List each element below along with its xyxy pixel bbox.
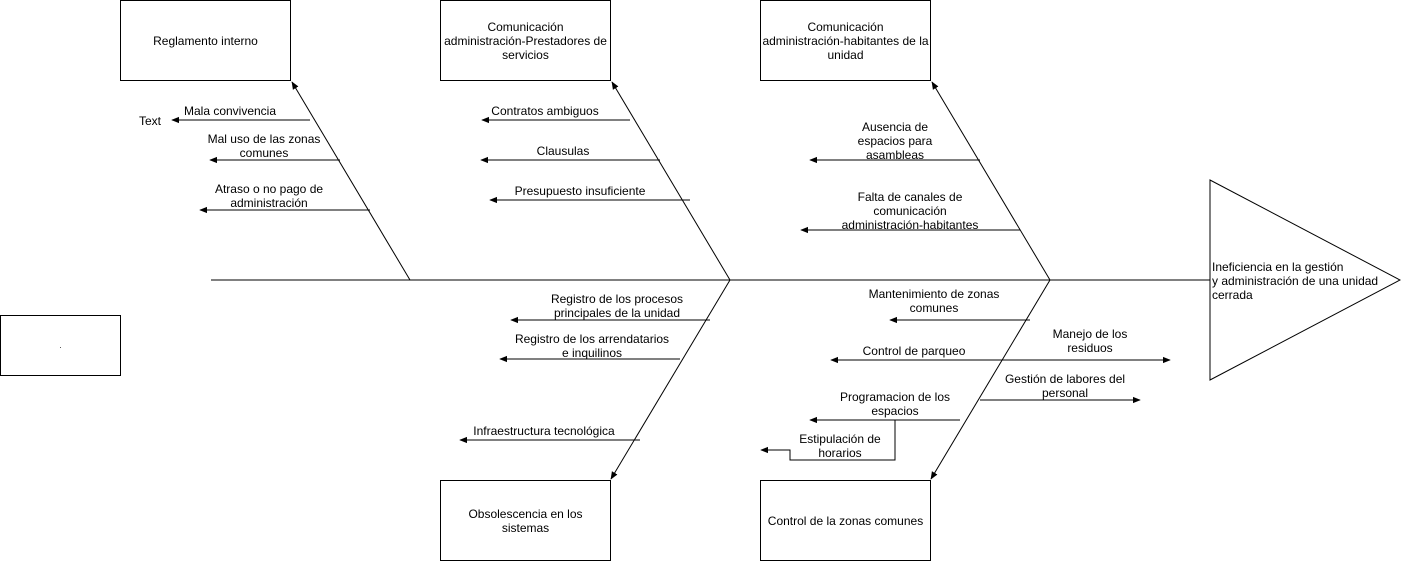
cause-falta-canales: Falta de canales de comunicación adminis… xyxy=(841,190,979,232)
category-box-zonas[interactable]: Control de la zonas comunes xyxy=(760,480,931,561)
category-label-obsolescencia: Obsolescencia en los sistemas xyxy=(468,506,583,535)
cause-infraestructura: Infraestructura tecnológica xyxy=(473,424,615,438)
category-label-zonas: Control de la zonas comunes xyxy=(767,513,924,528)
category-box-habitantes[interactable]: Comunicación administración-habitantes d… xyxy=(760,0,931,81)
cause-labores: Gestión de labores del personal xyxy=(1004,372,1126,400)
arrow-horarios xyxy=(760,420,896,461)
cause-programacion: Programacion de los espacios xyxy=(839,390,951,418)
cause-mantenimiento: Mantenimiento de zonas comunes xyxy=(868,287,1000,315)
cause-mala-convivencia: Mala convivencia xyxy=(183,104,277,118)
category-label-habitantes: Comunicación administración-habitantes d… xyxy=(762,19,929,62)
cause-presupuesto: Presupuesto insuficiente xyxy=(514,184,646,198)
bone-prestadores xyxy=(611,81,731,281)
bone-habitantes xyxy=(931,81,1051,281)
category-label-prestadores: Comunicación administración-Prestadores … xyxy=(444,19,607,62)
cause-residuos: Manejo de los residuos xyxy=(1052,327,1128,355)
category-label-reglamento: Reglamento interno xyxy=(153,33,258,48)
effect-label: Ineficiencia en la gestión y administrac… xyxy=(1212,260,1379,302)
category-box-prestadores[interactable]: Comunicación administración-Prestadores … xyxy=(440,0,611,81)
cause-mal-uso: Mal uso de las zonas comunes xyxy=(207,132,321,160)
stray-text: Text xyxy=(139,114,162,128)
cause-horarios: Estipulación de horarios xyxy=(799,432,881,460)
bone-reglamento xyxy=(291,81,411,281)
cause-parqueo: Control de parqueo xyxy=(862,344,966,358)
empty-box-text: . xyxy=(59,340,62,350)
empty-box[interactable]: . xyxy=(0,315,121,376)
bone-zonas xyxy=(930,279,1051,480)
bone-obsolescencia xyxy=(610,279,731,480)
cause-registro-arrendatarios: Registro de los arrendatarios e inquilin… xyxy=(514,332,670,360)
cause-registro-procesos: Registro de los procesos principales de … xyxy=(550,292,684,320)
category-box-obsolescencia[interactable]: Obsolescencia en los sistemas xyxy=(440,480,611,561)
cause-clausulas: Clausulas xyxy=(536,144,590,158)
cause-atraso-pago: Atraso o no pago de administración xyxy=(214,182,324,210)
cause-contratos: Contratos ambiguos xyxy=(491,104,599,118)
category-box-reglamento[interactable]: Reglamento interno xyxy=(120,0,291,81)
cause-ausencia-espacios: Ausencia de espacios para asambleas xyxy=(857,120,933,162)
effect-head xyxy=(1209,179,1401,381)
